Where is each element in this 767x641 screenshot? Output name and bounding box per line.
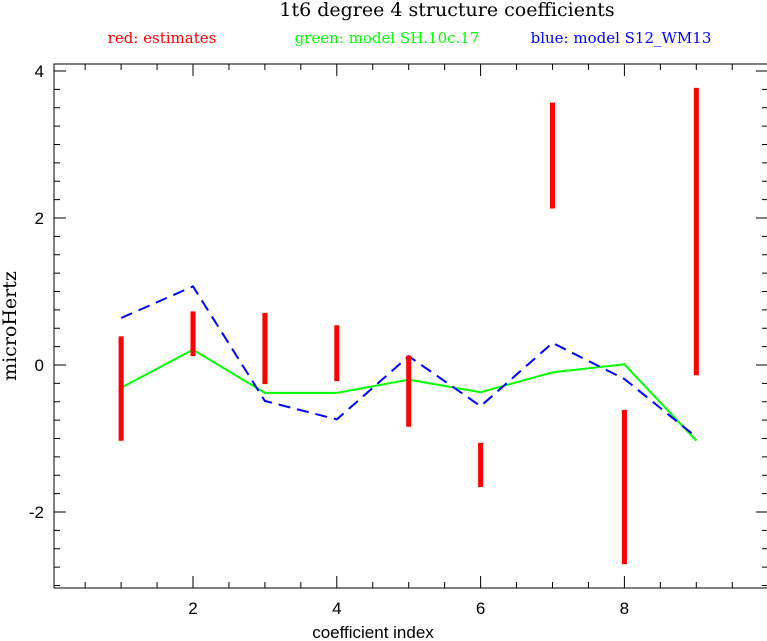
x-tick-labels: 2 4 6 8 [188,599,629,618]
legend-green: green: model SH.10c.17 [295,29,480,47]
plot-frame [53,63,767,589]
x-tick-label: 4 [332,599,341,618]
y-tick-label: 0 [35,356,44,375]
legend-red: red: estimates [108,29,217,47]
x-tick-label: 6 [476,599,485,618]
y-tick-label: 2 [35,209,44,228]
y-axis-label: microHertz [0,271,21,381]
axis-ticks [54,64,767,588]
x-tick-label: 8 [620,599,629,618]
y-tick-labels: -2 0 2 4 [29,62,44,522]
x-tick-label: 2 [188,599,197,618]
y-tick-label: 4 [35,62,44,81]
x-axis-label: coefficient index [312,623,434,641]
chart-title: 1t6 degree 4 structure coefficients [279,0,614,21]
legend-blue: blue: model S12_WM13 [531,29,712,47]
y-tick-label: -2 [29,503,44,522]
estimate-bars [118,87,699,565]
